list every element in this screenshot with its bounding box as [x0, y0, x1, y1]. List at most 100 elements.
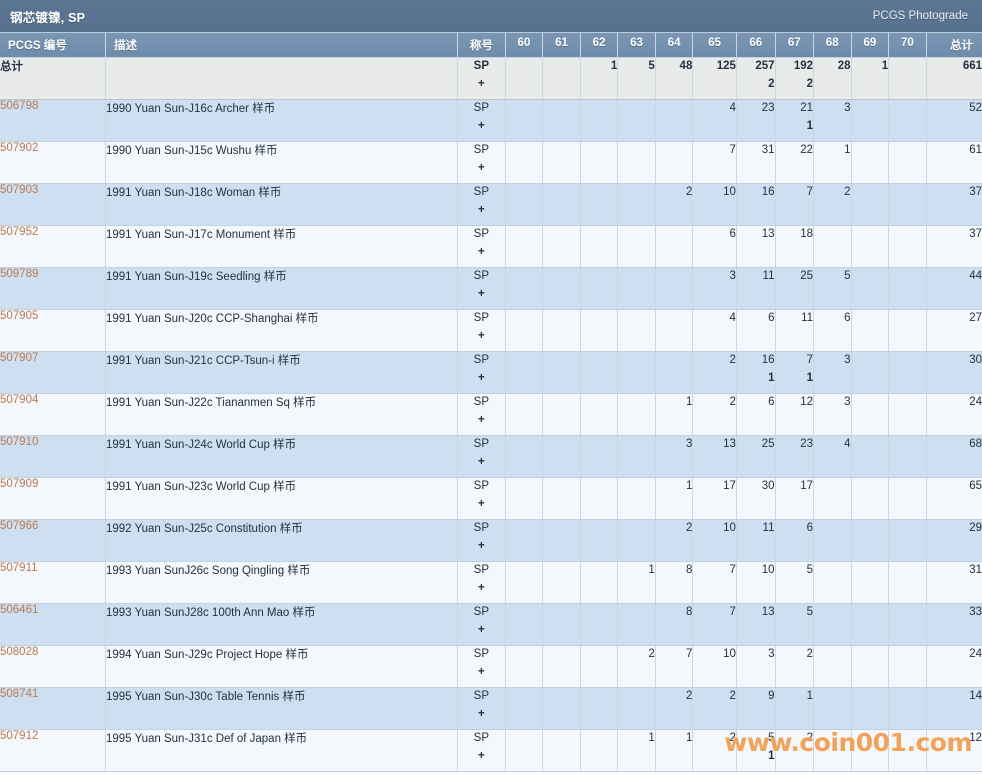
- pcgs-number-link[interactable]: 507911: [0, 562, 38, 574]
- cell-grade-61: [542, 561, 581, 604]
- cell-grade-60: [505, 561, 544, 604]
- pcgs-number-link[interactable]: 507907: [0, 352, 39, 364]
- cell-grade-70: [888, 603, 927, 646]
- value-sp: [852, 520, 889, 538]
- value-plus: [506, 76, 543, 94]
- value-sp: 13: [723, 438, 736, 450]
- cell-grade-65: 4: [692, 309, 737, 352]
- value-sp: [618, 604, 655, 622]
- pcgs-number-link[interactable]: 507903: [0, 184, 39, 196]
- cell-grade-67: 25: [775, 267, 815, 310]
- pcgs-number-link[interactable]: 507952: [0, 226, 39, 238]
- cell-grade-61: [542, 477, 581, 520]
- col-header-grade-63[interactable]: 63: [617, 33, 656, 58]
- value-plus: [656, 370, 693, 388]
- cell-grade-67: 192 2: [775, 57, 815, 100]
- value-sp: 33: [969, 606, 982, 618]
- value-sp: [656, 310, 693, 328]
- cell-grade-65: 125: [692, 57, 737, 100]
- value-plus: [889, 664, 926, 682]
- cell-grade-67: 5: [775, 561, 815, 604]
- value-plus: [814, 454, 851, 472]
- cell-grade-68: [813, 645, 852, 688]
- value-plus: [581, 454, 618, 472]
- cell-grade-70: [888, 477, 927, 520]
- cell-grade-61: [542, 141, 581, 184]
- value-sp: 2: [806, 648, 814, 660]
- value-plus: [656, 202, 693, 220]
- col-header-grade-68[interactable]: 68: [813, 33, 852, 58]
- value-sp: 3: [844, 354, 851, 366]
- value-plus: +: [477, 497, 485, 510]
- cell-total: 31: [926, 561, 982, 604]
- cell-grade-61: [542, 351, 581, 394]
- col-header-grade-64[interactable]: 64: [655, 33, 694, 58]
- cell-grade-68: [813, 225, 852, 268]
- pcgs-number-link[interactable]: 507966: [0, 520, 39, 532]
- pcgs-number-link[interactable]: 506461: [0, 604, 39, 616]
- col-header-total[interactable]: 总计: [926, 33, 982, 58]
- pcgs-number-link[interactable]: 507909: [0, 478, 39, 490]
- value-plus: +: [477, 371, 485, 384]
- cell-grade-62: [580, 267, 619, 310]
- cell-grade-69: [851, 477, 890, 520]
- cell-grade-63: 2: [617, 645, 656, 688]
- value-sp: 4: [729, 102, 736, 114]
- pcgs-number-link[interactable]: 507912: [0, 730, 39, 742]
- pcgs-number-link[interactable]: 506798: [0, 100, 39, 112]
- value-plus: [656, 412, 693, 430]
- cell-grade-70: [888, 183, 927, 226]
- col-header-grade-69[interactable]: 69: [851, 33, 890, 58]
- cell-total: 27: [926, 309, 982, 352]
- value-plus: [581, 76, 618, 94]
- value-plus: [656, 496, 693, 514]
- value-sp: [852, 436, 889, 454]
- col-header-description[interactable]: 描述: [105, 33, 459, 58]
- pcgs-number-link[interactable]: 507905: [0, 310, 39, 322]
- cell-pcgs-number: 507904: [0, 393, 106, 436]
- pcgs-number-link[interactable]: 507904: [0, 394, 39, 406]
- value-plus: [581, 118, 618, 136]
- pcgs-number-link[interactable]: 507902: [0, 142, 39, 154]
- value-plus: [927, 580, 982, 598]
- cell-grade-64: 48: [655, 57, 694, 100]
- col-header-grade-65[interactable]: 65: [692, 33, 737, 58]
- value-sp: [618, 520, 655, 538]
- cell-grade-62: [580, 99, 619, 142]
- value-sp: [543, 520, 580, 538]
- value-plus: [618, 160, 655, 178]
- value-sp: 192: [793, 60, 814, 72]
- value-plus: [927, 622, 982, 640]
- col-header-grade-60[interactable]: 60: [505, 33, 544, 58]
- cell-grade-64: 8: [655, 561, 694, 604]
- value-sp: 18: [800, 228, 814, 240]
- value-sp: 6: [844, 312, 851, 324]
- col-header-pcgs-number[interactable]: PCGS 编号: [0, 33, 106, 58]
- cell-grade-63: [617, 477, 656, 520]
- value-sp: [889, 688, 926, 706]
- pcgs-number-link[interactable]: 508741: [0, 688, 39, 700]
- cell-grade-63: [617, 267, 656, 310]
- value-plus: [506, 370, 543, 388]
- value-sp: 2: [729, 354, 736, 366]
- col-header-grade-61[interactable]: 61: [542, 33, 581, 58]
- cell-grade-67: 17: [775, 477, 815, 520]
- cell-designation: SP +: [457, 477, 506, 520]
- cell-grade-70: [888, 561, 927, 604]
- value-sp: [506, 226, 543, 244]
- col-header-designation[interactable]: 称号: [457, 33, 506, 58]
- cell-description: 1991 Yuan Sun-J17c Monument 样币: [105, 225, 459, 268]
- value-sp: 22: [800, 144, 814, 156]
- col-header-grade-67[interactable]: 67: [775, 33, 815, 58]
- cell-grade-64: 3: [655, 435, 694, 478]
- pcgs-number-link[interactable]: 509789: [0, 268, 39, 280]
- cell-total: 52: [926, 99, 982, 142]
- pcgs-number-link[interactable]: 507910: [0, 436, 39, 448]
- value-sp: 25: [761, 438, 775, 450]
- value-sp: [506, 142, 543, 160]
- col-header-grade-66[interactable]: 66: [736, 33, 776, 58]
- cell-grade-67: 1: [775, 687, 815, 730]
- pcgs-number-link[interactable]: 508028: [0, 646, 39, 658]
- col-header-grade-70[interactable]: 70: [888, 33, 927, 58]
- col-header-grade-62[interactable]: 62: [580, 33, 619, 58]
